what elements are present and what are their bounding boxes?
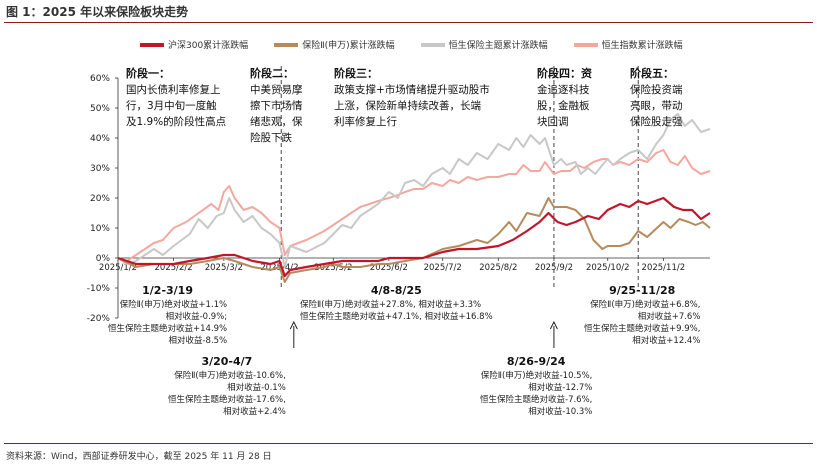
phase-2-line-3: 绪悲观，保 (250, 116, 303, 128)
title-rule (4, 22, 813, 23)
series-line-1 (117, 197, 711, 283)
phase-5-line-2: 亮眼，带动 (630, 100, 683, 112)
chart-legend: 沪深300累计涨跌幅 保险Ⅱ(申万)累计涨跌幅 恒生保险主题累计涨跌幅 恒生指数… (140, 38, 683, 51)
legend-label-hsi: 恒生指数累计涨跌幅 (601, 41, 683, 51)
legend-swatch-hsi (573, 42, 598, 47)
annotation-4-line-1: 保险Ⅱ(申万)绝对收益-10.5%, (480, 371, 593, 381)
annotation-4-line-4: 相对收益-10.3% (528, 407, 593, 417)
x-tick-label: 2025/9/2 (535, 263, 573, 273)
phase-2-text: 阶段二： 中美贸易摩 擦下市场情 绪悲观，保 险股下跌 (250, 66, 303, 146)
x-tick-label: 2025/1/2 (99, 263, 137, 273)
series-line-2 (117, 113, 711, 268)
annotation-5-period: 9/25-11/28 (609, 284, 676, 297)
figure-title: 图 1：2025 年以来保险板块走势 (6, 5, 189, 19)
y-tick-label: 30% (90, 164, 110, 174)
phase-2-line-2: 擦下市场情 (250, 100, 303, 112)
x-tick-label: 2025/10/2 (586, 263, 630, 273)
annotation-period-2: 3/20-4/7 保险Ⅱ(申万)绝对收益-10.6%, 相对收益-0.1% 恒生… (168, 354, 286, 418)
annotation-3-line-2: 恒生保险主题绝对收益+47.1%, 相对收益+16.8% (300, 312, 493, 322)
phase-5-text: 阶段五： 保险投资端 亮眼，带动 保险股走强 (630, 66, 683, 130)
x-tick-label: 2025/3/2 (205, 263, 243, 273)
phase-3-text: 阶段三： 政策支撑+市场情绪提升驱动股市 上涨，保险新单持续改善，长端 利率修复… (334, 66, 490, 130)
x-tick-label: 2025/8/2 (479, 263, 517, 273)
legend-swatch-sw-insurance (274, 42, 299, 47)
legend-item-sw-insurance: 保险Ⅱ(申万)累计涨跌幅 (274, 38, 395, 51)
annotation-3-period: 4/8-8/25 (370, 284, 422, 297)
annotation-period-1: 1/2-3/19 保险Ⅱ(申万)绝对收益+1.1% 相对收益-0.9%; 恒生保… (108, 283, 227, 347)
legend-label-sw-insurance: 保险Ⅱ(申万)累计涨跌幅 (302, 41, 395, 51)
phase-1-line-1: 国内长债利率修复上 (126, 84, 221, 96)
y-tick-label: -20% (87, 314, 111, 324)
phase-1-title: 阶段一： (126, 67, 170, 80)
phase-2-title: 阶段二： (250, 67, 294, 80)
x-tick-label: 2025/11/2 (642, 263, 686, 273)
phase-4-text: 阶段四：资 金追逐科技 股，金融板 块回调 (537, 66, 592, 130)
legend-item-hsi: 恒生指数累计涨跌幅 (573, 38, 683, 51)
legend-swatch-hs-insurance-theme (420, 42, 445, 47)
annotation-5-line-3: 恒生保险主题绝对收益+9.9%, (584, 324, 701, 334)
legend-label-hs300: 沪深300累计涨跌幅 (168, 41, 249, 51)
annotation-1-line-1: 保险Ⅱ(申万)绝对收益+1.1% (119, 300, 228, 310)
y-tick-label: 60% (90, 74, 110, 84)
annotation-period-5: 9/25-11/28 保险Ⅱ(申万)绝对收益+6.8%, 相对收益+7.6% 恒… (584, 283, 700, 347)
legend-label-hs-insurance-theme: 恒生保险主题累计涨跌幅 (448, 41, 548, 51)
phase-4-title: 阶段四：资 (537, 67, 592, 80)
phase-4-line-1: 金追逐科技 (537, 84, 590, 96)
phase-5-title: 阶段五： (630, 67, 674, 80)
arrow-marker-head (549, 320, 558, 330)
annotation-1-period: 1/2-3/19 (142, 284, 193, 297)
source-note: 资料来源：Wind，西部证券研发中心，截至 2025 年 11 月 28 日 (6, 452, 272, 462)
annotation-3-line-1: 保险Ⅱ(申万)绝对收益+27.8%, 相对收益+3.3% (300, 300, 482, 310)
y-tick-label: 40% (90, 134, 110, 144)
annotation-4-period: 8/26-9/24 (506, 355, 566, 368)
phase-1-line-2: 行，3月中旬一度触 (126, 100, 217, 112)
x-tick-label: 2025/5/2 (314, 263, 352, 273)
annotation-2-line-2: 相对收益-0.1% (227, 383, 286, 393)
phase-4-line-3: 块回调 (537, 116, 569, 128)
annotation-4-line-2: 相对收益-12.7% (528, 383, 593, 393)
annotation-5-line-1: 保险Ⅱ(申万)绝对收益+6.8%, (590, 300, 701, 310)
bottom-rule (4, 443, 813, 444)
annotation-2-period: 3/20-4/7 (201, 355, 253, 368)
y-tick-label: 0% (96, 254, 111, 264)
annotation-5-line-2: 相对收益+7.6% (637, 312, 701, 322)
annotation-period-4: 8/26-9/24 保险Ⅱ(申万)绝对收益-10.5%, 相对收益-12.7% … (480, 354, 592, 418)
phase-3-line-2: 上涨，保险新单持续改善，长端 (334, 100, 481, 112)
phase-2-line-4: 险股下跌 (250, 132, 292, 144)
phase-3-line-1: 政策支撑+市场情绪提升驱动股市 (334, 84, 490, 96)
phase-5-line-1: 保险投资端 (630, 84, 683, 96)
x-tick-label: 2025/7/2 (424, 263, 462, 273)
annotation-period-3: 4/8-8/25 保险Ⅱ(申万)绝对收益+27.8%, 相对收益+3.3% 恒生… (300, 283, 493, 323)
x-tick-label: 2025/2/2 (155, 263, 193, 273)
annotation-2-line-1: 保险Ⅱ(申万)绝对收益-10.6%, (174, 371, 286, 381)
phase-3-title: 阶段三： (334, 67, 378, 80)
annotation-1-line-4: 相对收益-8.5% (168, 336, 228, 346)
y-tick-label: 10% (90, 224, 110, 234)
y-tick-label: 20% (90, 194, 110, 204)
annotation-1-line-3: 恒生保险主题绝对收益+14.9% (108, 324, 228, 334)
phase-4-line-2: 股，金融板 (537, 100, 590, 112)
x-tick-label: 2025/6/2 (370, 263, 408, 273)
annotation-4-line-3: 恒生保险主题绝对收益-7.6%, (480, 395, 593, 405)
phase-1-text: 阶段一： 国内长债利率修复上 行，3月中旬一度触 及1.9%的阶段性高点 (126, 66, 226, 130)
legend-item-hs300: 沪深300累计涨跌幅 (140, 38, 248, 51)
phase-1-line-3: 及1.9%的阶段性高点 (126, 116, 227, 128)
phase-2-line-1: 中美贸易摩 (250, 84, 303, 96)
phase-5-line-3: 保险股走强 (630, 116, 683, 128)
annotation-2-line-4: 相对收益+2.4% (223, 407, 286, 417)
legend-swatch-hs300 (140, 42, 164, 47)
annotation-5-line-4: 相对收益+12.4% (632, 336, 701, 346)
series-line-0 (117, 196, 711, 278)
legend-item-hs-insurance-theme: 恒生保险主题累计涨跌幅 (420, 38, 548, 51)
series-line-3 (117, 149, 711, 262)
phase-3-line-3: 利率修复上行 (334, 116, 397, 128)
annotation-1-line-2: 相对收益-0.9%; (165, 312, 228, 322)
arrow-marker-head (289, 320, 298, 330)
y-tick-label: 50% (90, 104, 110, 114)
y-tick-label: -10% (87, 284, 111, 294)
annotation-2-line-3: 恒生保险主题绝对收益-17.6%, (168, 395, 286, 405)
